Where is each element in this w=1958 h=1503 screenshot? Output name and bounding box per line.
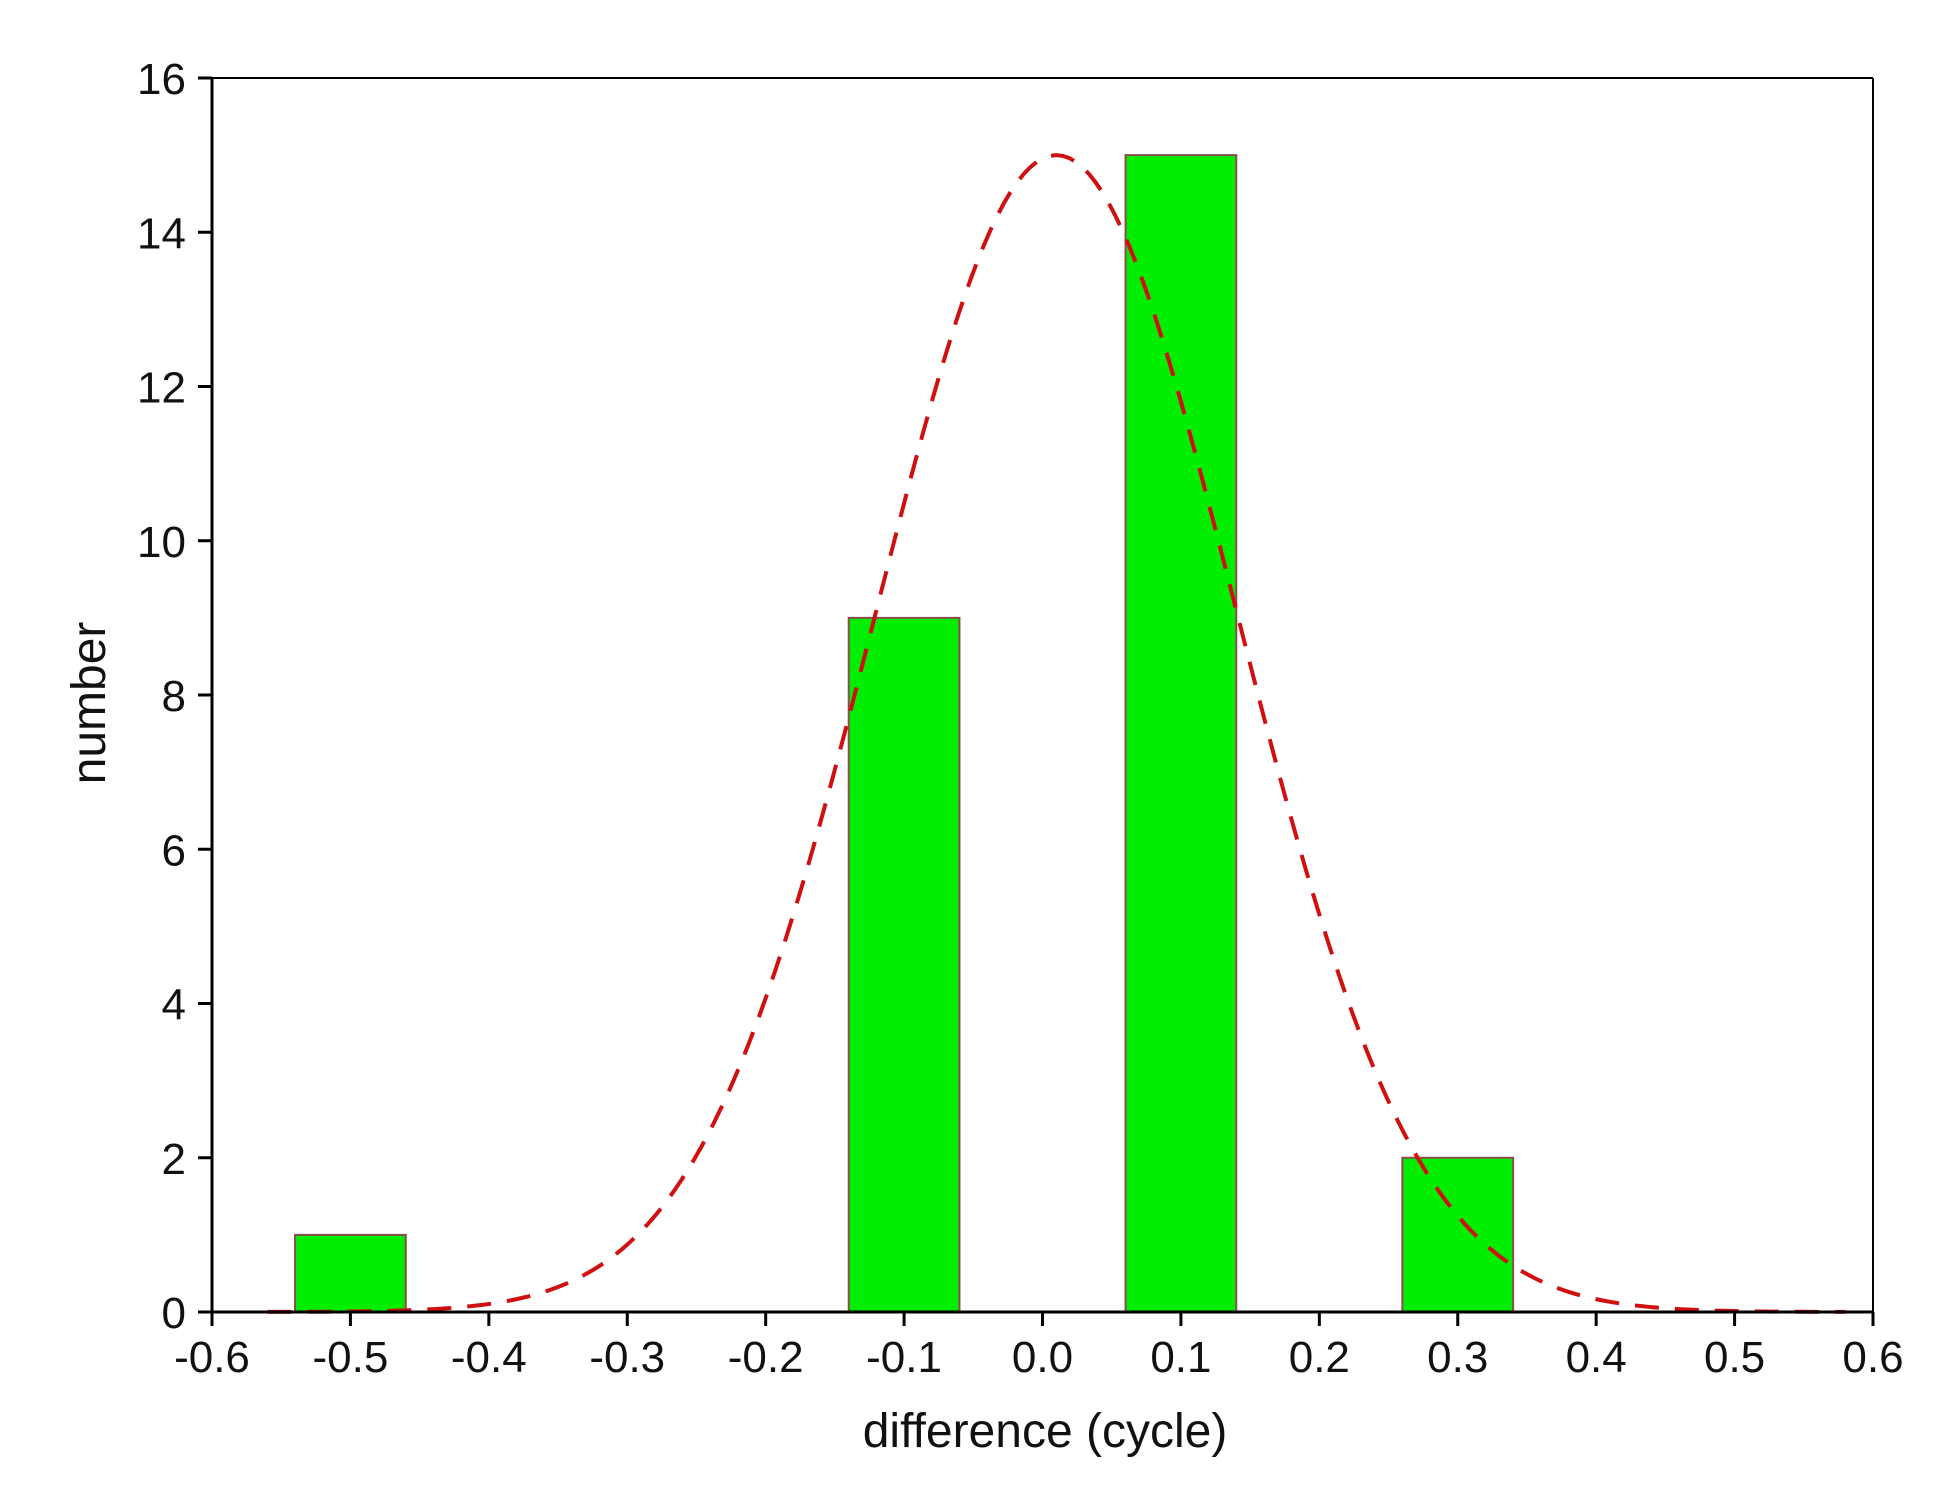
y-tick-label-1: 2 xyxy=(162,1135,186,1184)
x-axis-title: difference (cycle) xyxy=(863,1405,1228,1458)
x-tick-label-4: -0.2 xyxy=(728,1333,804,1382)
x-tick-label-12: 0.6 xyxy=(1842,1333,1903,1382)
x-tick-label-5: -0.1 xyxy=(866,1333,942,1382)
x-tick-label-8: 0.2 xyxy=(1289,1333,1350,1382)
bar-0 xyxy=(294,1233,407,1313)
y-tick-label-2: 4 xyxy=(162,981,186,1030)
fit-curve-layer xyxy=(267,153,1846,1314)
y-tick-label-6: 12 xyxy=(137,364,186,413)
bar-1 xyxy=(847,616,961,1313)
bar-3 xyxy=(1401,1156,1515,1313)
x-tick-label-9: 0.3 xyxy=(1427,1333,1488,1382)
bars-layer xyxy=(294,154,1515,1313)
tick-labels-layer: -0.6 -0.5 -0.4 -0.3 -0.2 -0.1 0.0 0.1 0.2 0.3 0.4 0… xyxy=(137,55,1904,1382)
y-tick-label-5: 10 xyxy=(137,518,186,567)
x-tick-label-11: 0.5 xyxy=(1704,1333,1765,1382)
x-tick-label-3: -0.3 xyxy=(589,1333,665,1382)
y-axis-title: number xyxy=(63,622,116,785)
x-tick-label-0: -0.6 xyxy=(174,1333,250,1382)
y-tick-label-8: 16 xyxy=(137,55,186,104)
y-tick-label-7: 14 xyxy=(137,209,186,258)
y-tick-label-3: 6 xyxy=(162,826,186,875)
x-tick-label-10: 0.4 xyxy=(1566,1333,1627,1382)
x-tick-label-2: -0.4 xyxy=(451,1333,527,1382)
gaussian-fit-curve xyxy=(267,153,1846,1314)
axes-layer xyxy=(198,76,1875,1326)
x-tick-label-6: 0.0 xyxy=(1012,1333,1073,1382)
x-tick-label-1: -0.5 xyxy=(313,1333,389,1382)
y-tick-label-4: 8 xyxy=(162,672,186,721)
bar-2 xyxy=(1124,154,1238,1313)
x-tick-label-7: 0.1 xyxy=(1150,1333,1211,1382)
y-tick-label-0: 0 xyxy=(162,1289,186,1338)
